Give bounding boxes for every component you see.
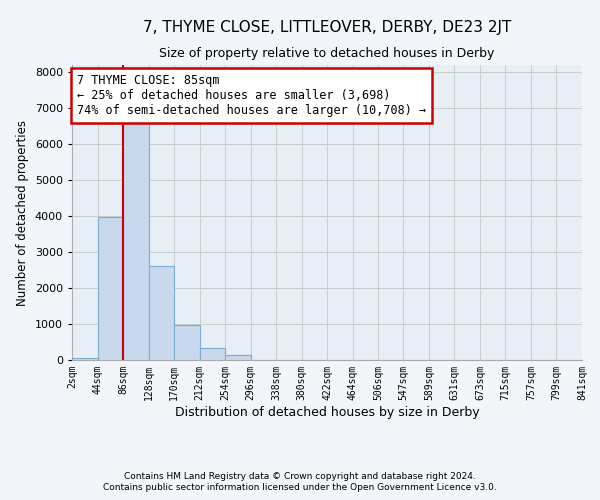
Bar bbox=[225, 355, 251, 360]
Bar bbox=[174, 326, 200, 360]
Text: 7, THYME CLOSE, LITTLEOVER, DERBY, DE23 2JT: 7, THYME CLOSE, LITTLEOVER, DERBY, DE23 … bbox=[143, 20, 511, 35]
Bar bbox=[72, 358, 98, 360]
X-axis label: Distribution of detached houses by size in Derby: Distribution of detached houses by size … bbox=[175, 406, 479, 418]
Text: Contains public sector information licensed under the Open Government Licence v3: Contains public sector information licen… bbox=[103, 484, 497, 492]
Y-axis label: Number of detached properties: Number of detached properties bbox=[16, 120, 29, 306]
Bar bbox=[149, 266, 174, 360]
Bar bbox=[98, 217, 123, 360]
Text: 7 THYME CLOSE: 85sqm
← 25% of detached houses are smaller (3,698)
74% of semi-de: 7 THYME CLOSE: 85sqm ← 25% of detached h… bbox=[77, 74, 426, 117]
Text: Contains HM Land Registry data © Crown copyright and database right 2024.: Contains HM Land Registry data © Crown c… bbox=[124, 472, 476, 481]
Text: Size of property relative to detached houses in Derby: Size of property relative to detached ho… bbox=[160, 48, 494, 60]
Bar bbox=[123, 122, 149, 360]
Bar bbox=[200, 348, 225, 360]
